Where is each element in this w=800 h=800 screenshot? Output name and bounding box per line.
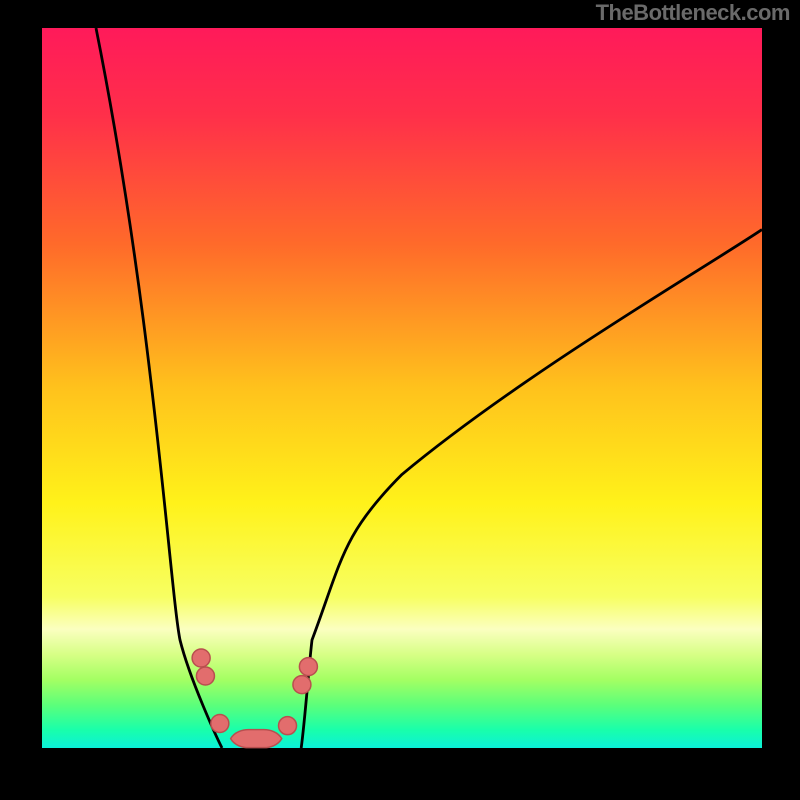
left-dot-2 — [211, 715, 229, 733]
left-dot-1 — [196, 667, 214, 685]
right-dot-1 — [293, 676, 311, 694]
plot-gradient-bg — [42, 28, 762, 748]
right-dot-2 — [299, 658, 317, 676]
right-dot-0 — [279, 717, 297, 735]
left-dot-0 — [192, 649, 210, 667]
watermark-text: TheBottleneck.com — [596, 0, 790, 26]
notch-band — [231, 730, 282, 748]
bottleneck-chart — [0, 0, 800, 800]
